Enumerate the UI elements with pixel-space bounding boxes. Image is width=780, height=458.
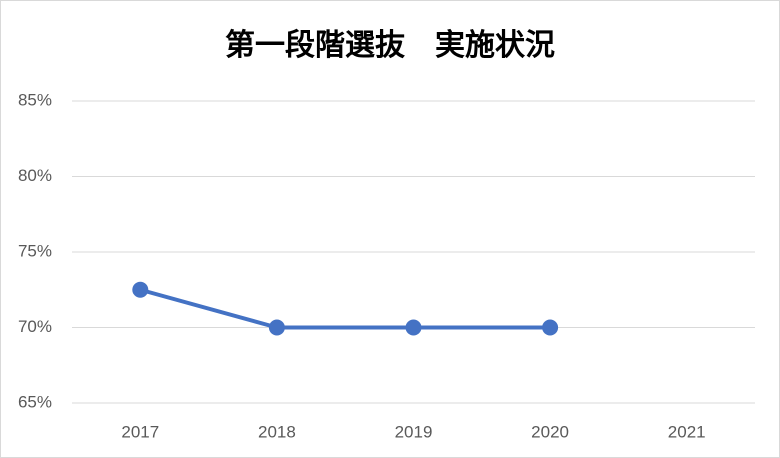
x-tick-label: 2018 xyxy=(258,422,296,441)
chart-title: 第一段階選抜 実施状況 xyxy=(225,28,555,62)
point xyxy=(405,319,422,336)
y-tick-label: 70% xyxy=(18,317,52,336)
point xyxy=(542,319,559,336)
y-tick-label: 65% xyxy=(18,392,52,411)
x-tick-label: 2021 xyxy=(668,422,706,441)
x-tick-label: 2020 xyxy=(531,422,569,441)
point xyxy=(132,281,149,298)
x-tick-label: 2017 xyxy=(121,422,159,441)
line xyxy=(139,287,551,330)
y-tick-label: 80% xyxy=(18,166,52,185)
point xyxy=(268,319,285,336)
x-tick-label: 2019 xyxy=(395,422,433,441)
y-tick-label: 75% xyxy=(18,241,52,260)
y-tick-label: 85% xyxy=(18,90,52,109)
